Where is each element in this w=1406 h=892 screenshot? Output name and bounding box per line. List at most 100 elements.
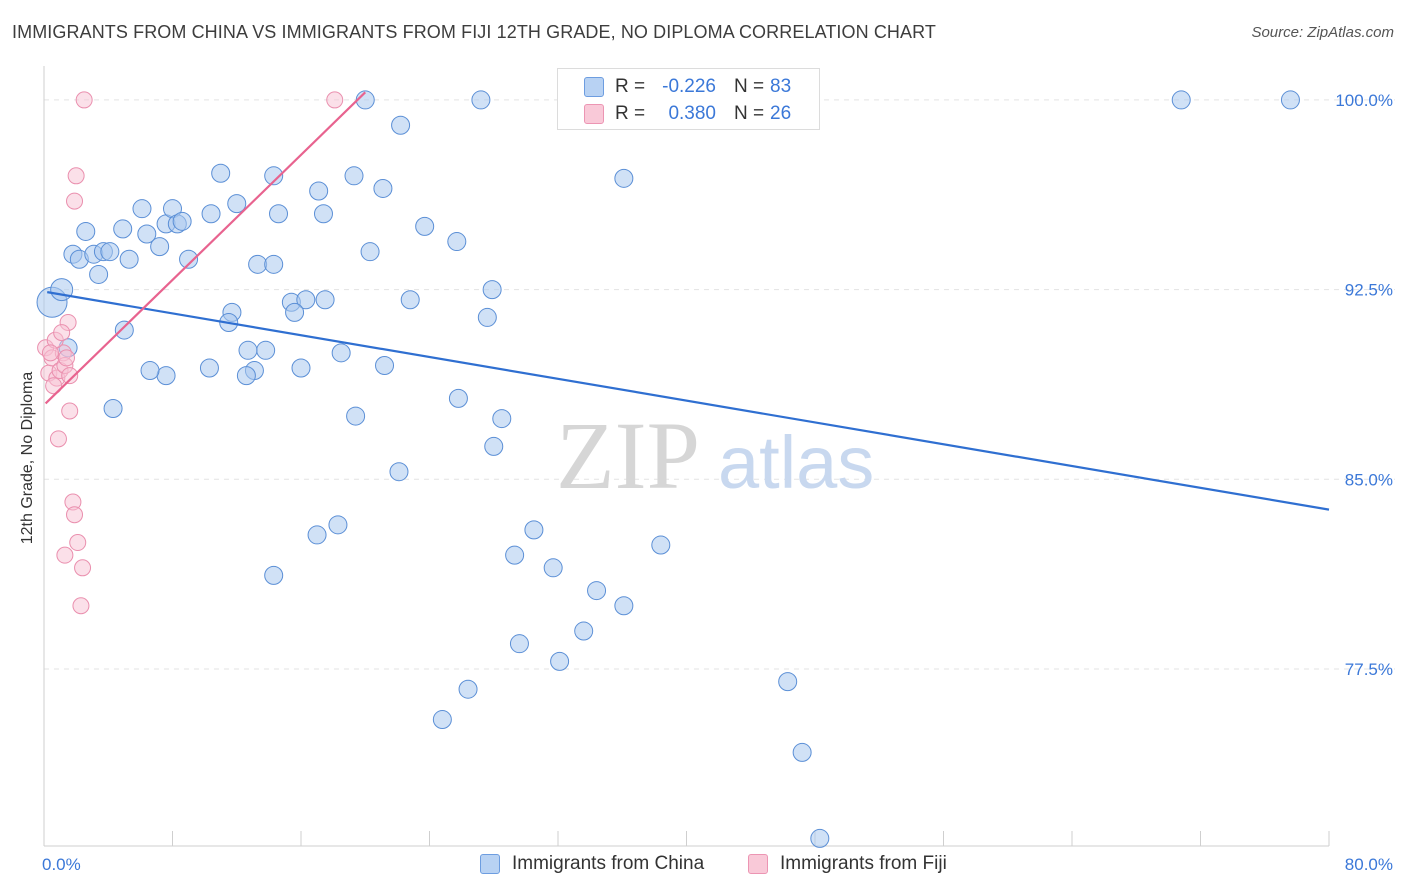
china-point[interactable] <box>614 168 634 188</box>
china-point[interactable] <box>291 358 311 378</box>
source-label: Source: ZipAtlas.com <box>1251 24 1394 41</box>
china-point[interactable] <box>505 545 525 565</box>
china-point[interactable] <box>373 178 393 198</box>
china-point[interactable] <box>179 249 199 269</box>
china-point[interactable] <box>415 216 435 236</box>
china-point[interactable] <box>76 221 96 241</box>
china-point[interactable] <box>89 264 109 284</box>
fiji-point[interactable] <box>56 546 74 564</box>
china-point[interactable] <box>375 355 395 375</box>
fiji-point[interactable] <box>61 367 79 385</box>
china-point[interactable] <box>264 166 284 186</box>
china-point[interactable] <box>199 358 219 378</box>
china-point[interactable] <box>114 320 134 340</box>
china-point[interactable] <box>810 828 830 848</box>
china-point[interactable] <box>156 366 176 386</box>
china-point[interactable] <box>614 596 634 616</box>
china-point[interactable] <box>587 581 607 601</box>
china-point[interactable] <box>792 742 812 762</box>
china-point[interactable] <box>778 672 798 692</box>
china-point[interactable] <box>389 462 409 482</box>
china-point[interactable] <box>344 166 364 186</box>
tick-labels: 77.5% 85.0% 92.5% 100.0% 0.0% 80.0% <box>42 91 1393 874</box>
r-value-fiji: 0.380 <box>668 103 716 124</box>
fiji-point[interactable] <box>49 430 67 448</box>
china-point[interactable] <box>307 525 327 545</box>
china-point[interactable] <box>1280 90 1300 110</box>
china-point[interactable] <box>331 343 351 363</box>
fiji-point[interactable] <box>326 91 344 109</box>
china-point[interactable] <box>113 219 133 239</box>
fiji-point[interactable] <box>74 559 92 577</box>
china-point[interactable] <box>543 558 563 578</box>
china-point[interactable] <box>50 278 74 302</box>
china-point[interactable] <box>313 204 333 224</box>
china-point[interactable] <box>574 621 594 641</box>
china-point[interactable] <box>391 115 411 135</box>
y-tick-label: 85.0% <box>1345 470 1393 489</box>
fiji-point[interactable] <box>61 402 79 420</box>
china-point[interactable] <box>201 204 221 224</box>
china-point[interactable] <box>328 515 348 535</box>
china-point[interactable] <box>482 280 502 300</box>
n-label: N = <box>734 76 765 97</box>
china-point[interactable] <box>132 199 152 219</box>
china-point[interactable] <box>269 204 289 224</box>
china-point[interactable] <box>492 409 512 429</box>
china-point[interactable] <box>309 181 329 201</box>
fiji-point[interactable] <box>53 324 71 342</box>
fiji-point[interactable] <box>57 349 75 367</box>
legend-label-china: Immigrants from China <box>512 853 705 874</box>
fiji-swatch <box>748 854 768 874</box>
r-label: R = <box>615 103 646 124</box>
china-point[interactable] <box>285 302 305 322</box>
china-point[interactable] <box>150 237 170 257</box>
china-point[interactable] <box>477 307 497 327</box>
china-point[interactable] <box>236 366 256 386</box>
fiji-point[interactable] <box>72 597 90 615</box>
fiji-point[interactable] <box>75 91 93 109</box>
china-point[interactable] <box>137 224 157 244</box>
fiji-point[interactable] <box>67 167 85 185</box>
fiji-point[interactable] <box>45 377 63 395</box>
china-point[interactable] <box>360 242 380 262</box>
legend: Immigrants from China Immigrants from Fi… <box>0 852 1406 878</box>
series-fiji-points <box>37 91 344 615</box>
china-point[interactable] <box>315 290 335 310</box>
china-point[interactable] <box>447 232 467 252</box>
china-point[interactable] <box>400 290 420 310</box>
china-point[interactable] <box>119 249 139 269</box>
china-point[interactable] <box>432 710 452 730</box>
china-point[interactable] <box>248 254 268 274</box>
china-point[interactable] <box>238 340 258 360</box>
china-point[interactable] <box>296 290 316 310</box>
china-point[interactable] <box>100 242 120 262</box>
china-point[interactable] <box>509 634 529 654</box>
china-point[interactable] <box>264 565 284 585</box>
china-point[interactable] <box>346 406 366 426</box>
china-point[interactable] <box>448 388 468 408</box>
china-point[interactable] <box>458 679 478 699</box>
china-point[interactable] <box>227 194 247 214</box>
watermark: ZIP atlas <box>556 402 874 509</box>
n-value-china: 83 <box>770 76 792 97</box>
chart-title: IMMIGRANTS FROM CHINA VS IMMIGRANTS FROM… <box>12 22 937 42</box>
china-point[interactable] <box>550 651 570 671</box>
fiji-point[interactable] <box>66 506 84 524</box>
china-point[interactable] <box>264 254 284 274</box>
china-point[interactable] <box>103 398 123 418</box>
fiji-point[interactable] <box>69 534 87 552</box>
x-tick-label: 0.0% <box>42 855 81 874</box>
x-tick-label: 80.0% <box>1345 855 1393 874</box>
china-point[interactable] <box>471 90 491 110</box>
china-point[interactable] <box>1171 90 1191 110</box>
china-point[interactable] <box>256 340 276 360</box>
china-point[interactable] <box>484 436 504 456</box>
china-point[interactable] <box>140 361 160 381</box>
fiji-point[interactable] <box>41 344 59 362</box>
china-point[interactable] <box>211 163 231 183</box>
china-point[interactable] <box>651 535 671 555</box>
china-point[interactable] <box>172 211 192 231</box>
fiji-point[interactable] <box>66 192 84 210</box>
china-point[interactable] <box>524 520 544 540</box>
